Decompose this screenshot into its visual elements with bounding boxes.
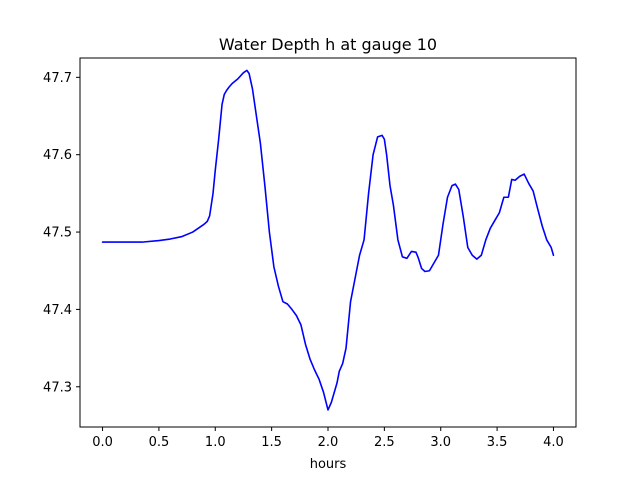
series-line — [101, 69, 555, 411]
x-tick-label: 1.5 — [261, 435, 282, 450]
x-tick-label: 2.0 — [318, 435, 339, 450]
plot-area — [101, 69, 555, 411]
x-tick-label: 1.0 — [205, 435, 226, 450]
y-axis-ticks: 47.3 47.4 47.5 47.6 47.7 — [43, 71, 80, 395]
y-tick-label: 47.7 — [43, 71, 72, 86]
y-tick-label: 47.4 — [43, 303, 72, 318]
y-tick-label: 47.6 — [43, 148, 72, 163]
y-tick-label: 47.3 — [43, 380, 72, 395]
x-tick-label: 2.5 — [374, 435, 395, 450]
y-tick-label: 47.5 — [43, 226, 72, 241]
x-tick-label: 3.5 — [487, 435, 508, 450]
x-axis-label: hours — [310, 457, 347, 472]
x-tick-label: 4.0 — [543, 435, 564, 450]
x-tick-label: 3.0 — [430, 435, 451, 450]
x-tick-label: 0.5 — [149, 435, 170, 450]
chart-title: Water Depth h at gauge 10 — [219, 35, 437, 54]
x-tick-label: 0.0 — [92, 435, 113, 450]
x-axis-ticks: 0.0 0.5 1.0 1.5 2.0 2.5 3.0 3.5 4.0 — [92, 427, 564, 450]
